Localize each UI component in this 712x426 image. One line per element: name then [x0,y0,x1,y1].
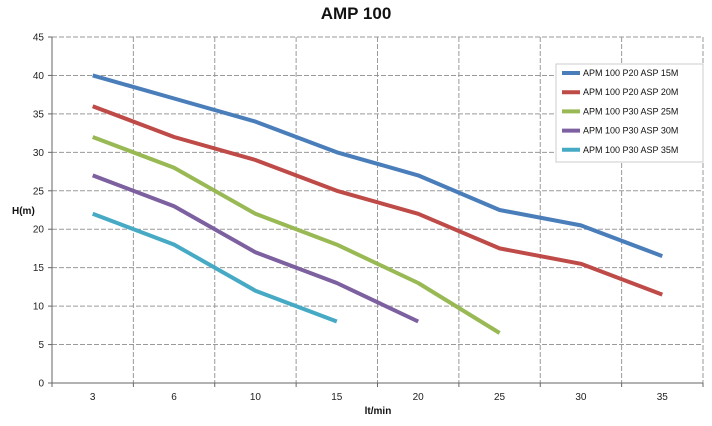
x-tick-label: 20 [413,392,425,403]
x-tick-label: 35 [657,392,669,403]
x-tick-label: 6 [171,392,177,403]
x-tick-labels: 3 6 10 15 20 25 30 35 [90,392,668,403]
x-tick-label: 15 [331,392,343,403]
y-tick-label: 0 [38,379,44,390]
y-tick-label: 45 [33,33,45,44]
series-line-3 [91,135,501,335]
series-line-1 [92,73,664,258]
x-axis-label: lt/min [365,406,392,417]
y-axis-label: H(m) [12,206,35,217]
x-tick-label: 10 [250,392,262,403]
series-line-5 [91,211,338,324]
series-line-4 [91,173,420,324]
legend-label: APM 100 P20 ASP 15M [583,68,678,78]
y-tick-label: 40 [33,71,45,82]
legend-box [555,63,704,163]
series-lines [91,73,664,335]
y-tick-label: 30 [33,148,45,159]
y-tick-label: 15 [33,263,45,274]
grid-lines [52,36,704,383]
y-tick-label: 5 [38,340,44,351]
y-tick-label: 25 [33,186,45,197]
y-tick-label: 10 [33,302,45,313]
x-tick-label: 30 [575,392,587,403]
y-tick-label: 20 [33,225,45,236]
legend-label: APM 100 P30 ASP 30M [583,126,678,136]
x-tick-label: 25 [494,392,506,403]
x-tick-label: 3 [90,392,96,403]
chart-title: AMP 100 [321,4,392,23]
series-line-2 [91,104,664,297]
y-tick-label: 35 [33,109,45,120]
legend-label: APM 100 P30 ASP 35M [583,145,678,155]
y-tick-labels: 0 5 10 15 20 25 30 35 40 45 [33,33,45,390]
legend: APM 100 P20 ASP 15M APM 100 P20 ASP 20M AP… [555,63,704,163]
legend-label: APM 100 P30 ASP 25M [583,106,678,116]
axes [48,36,704,387]
legend-label: APM 100 P20 ASP 20M [583,87,678,97]
